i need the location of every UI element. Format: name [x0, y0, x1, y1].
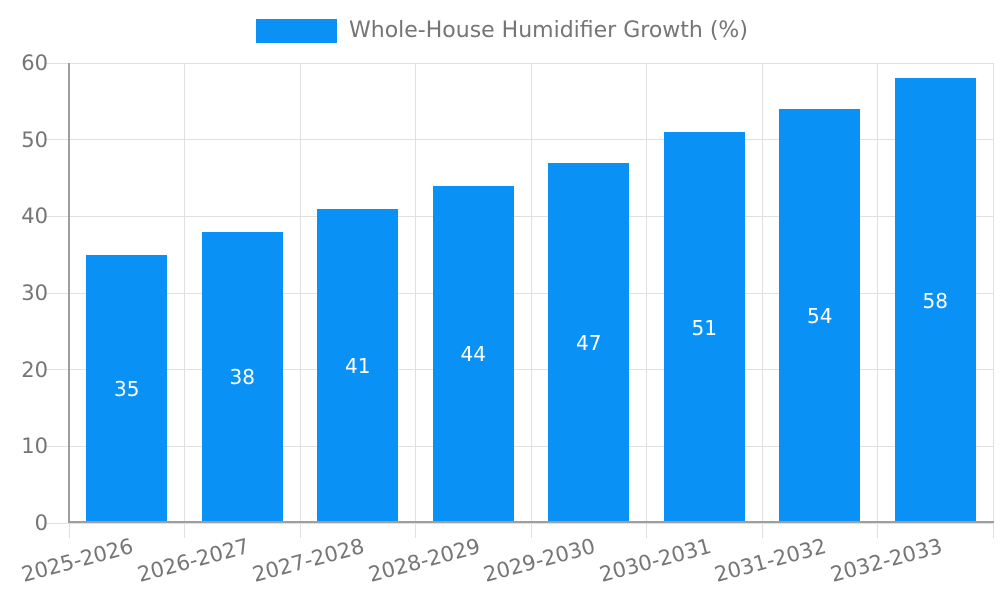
bar: 38	[201, 231, 283, 523]
grid-layer	[46, 62, 994, 538]
bar: 58	[894, 78, 976, 523]
legend: Whole-House Humidifier Growth (%)	[256, 19, 748, 43]
bar-value-label: 41	[345, 353, 371, 378]
bar-value-label: 51	[691, 315, 717, 340]
bar-value-label: 38	[229, 365, 255, 390]
x-tick-label: 2027-2028	[250, 534, 367, 587]
horizontal-gridline	[46, 445, 993, 447]
horizontal-gridline	[46, 522, 993, 524]
vertical-gridline	[761, 63, 763, 538]
y-tick-label: 20	[21, 357, 48, 382]
horizontal-gridline	[46, 215, 993, 217]
legend-swatch	[256, 19, 337, 43]
y-axis-line	[68, 63, 70, 523]
bar: 51	[663, 132, 745, 523]
bars-layer: 35 38 41 44 47 51 54 58	[69, 63, 993, 523]
y-tick-label: 40	[21, 204, 48, 229]
x-tick-label: 2029-2030	[481, 534, 598, 587]
bar-value-label: 54	[807, 304, 833, 328]
x-tick-label: 2026-2027	[134, 534, 252, 587]
vertical-gridline	[992, 63, 994, 538]
vertical-gridline	[530, 63, 532, 538]
bar: 54	[779, 109, 861, 523]
x-tick-label: 2030-2031	[596, 534, 714, 587]
vertical-gridline	[184, 63, 185, 538]
vertical-gridline	[415, 63, 416, 538]
bar-value-label: 44	[460, 342, 486, 367]
vertical-gridline	[299, 63, 301, 538]
y-tick-label: 10	[21, 434, 48, 459]
x-tick-label: 2028-2029	[365, 534, 483, 587]
y-tick-label: 0	[34, 511, 48, 535]
bar-value-label: 35	[114, 376, 140, 401]
horizontal-gridline	[46, 292, 993, 294]
horizontal-gridline	[46, 369, 993, 371]
horizontal-gridline	[46, 62, 993, 64]
bar: 35	[86, 254, 168, 523]
x-tick-label: 2025-2026	[19, 534, 136, 587]
bar: 44	[432, 185, 514, 523]
y-tick-label: 60	[21, 51, 48, 75]
y-tick-label: 50	[21, 127, 48, 152]
x-axis-line	[68, 521, 994, 523]
bar: 41	[317, 208, 399, 523]
y-tick-label: 30	[21, 281, 48, 305]
x-tick-label: 2031-2032	[712, 534, 829, 587]
bar: 47	[548, 162, 630, 523]
legend-label: Whole-House Humidifier Growth (%)	[349, 18, 748, 43]
bar-value-label: 47	[576, 330, 602, 355]
vertical-gridline	[877, 63, 878, 538]
vertical-gridline	[646, 63, 647, 538]
horizontal-gridline	[46, 139, 993, 141]
bar-value-label: 58	[922, 288, 948, 313]
x-tick-label: 2032-2033	[827, 534, 945, 587]
